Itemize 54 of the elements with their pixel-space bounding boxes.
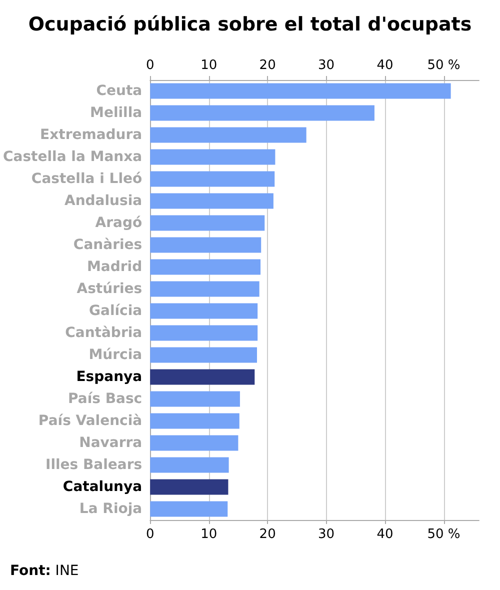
bar xyxy=(150,435,238,451)
bar xyxy=(150,193,274,209)
x-tick-label: 30 xyxy=(318,527,335,542)
y-tick-label: Illes Balears xyxy=(45,457,142,473)
chart-title: Ocupació pública sobre el total d'ocupats xyxy=(28,14,472,36)
bar xyxy=(150,501,228,517)
y-tick-label: Galícia xyxy=(89,303,142,319)
x2-tick-label: 40 xyxy=(376,58,394,73)
y-tick-label: País Valencià xyxy=(38,413,142,429)
y-tick-label: Andalusia xyxy=(64,193,142,209)
y-tick-label: Cantàbria xyxy=(65,325,142,341)
y-tick-label: Castella la Manxa xyxy=(2,149,142,165)
bar xyxy=(150,347,257,363)
x2-tick-label: 0 xyxy=(146,58,154,73)
bar xyxy=(150,391,240,407)
bar xyxy=(150,237,262,253)
bar xyxy=(150,479,228,495)
x2-tick-label: 20 xyxy=(259,58,276,73)
y-tick-label: Extremadura xyxy=(40,127,142,143)
y-tick-label: Canàries xyxy=(73,237,142,253)
bar xyxy=(150,413,240,429)
y-tick-label: Ceuta xyxy=(96,83,142,99)
x2-tick-label: 50 % xyxy=(427,58,460,73)
x2-tick-label: 30 xyxy=(318,58,335,73)
bar xyxy=(150,325,258,341)
bar xyxy=(150,105,374,121)
y-tick-label: Múrcia xyxy=(88,347,142,363)
y-tick-label: Aragó xyxy=(95,215,142,231)
y-tick-label: Astúries xyxy=(76,281,142,297)
x-tick-label: 0 xyxy=(146,527,154,542)
x-tick-label: 20 xyxy=(259,527,276,542)
y-tick-label: País Basc xyxy=(68,391,142,407)
bar xyxy=(150,215,265,231)
y-tick-label: La Rioja xyxy=(79,501,142,517)
bar xyxy=(150,457,229,473)
text: Font: INE xyxy=(10,563,79,579)
y-tick-label: Catalunya xyxy=(62,479,142,495)
bar xyxy=(150,303,258,319)
bar xyxy=(150,149,276,165)
x-tick-label: 10 xyxy=(200,527,218,542)
y-tick-label: Espanya xyxy=(76,369,142,385)
y-tick-label: Castella i Lleó xyxy=(31,171,142,187)
bar xyxy=(150,171,275,187)
x-tick-label: 40 xyxy=(376,527,394,542)
bar xyxy=(150,281,260,297)
bar xyxy=(150,127,306,143)
x-tick-label: 50 % xyxy=(427,527,460,542)
x2-tick-label: 10 xyxy=(200,58,218,73)
y-tick-label: Madrid xyxy=(86,259,142,275)
bar xyxy=(150,369,255,385)
bar xyxy=(150,83,451,99)
bar xyxy=(150,259,261,275)
y-tick-label: Melilla xyxy=(90,105,142,121)
y-tick-label: Navarra xyxy=(79,435,142,451)
